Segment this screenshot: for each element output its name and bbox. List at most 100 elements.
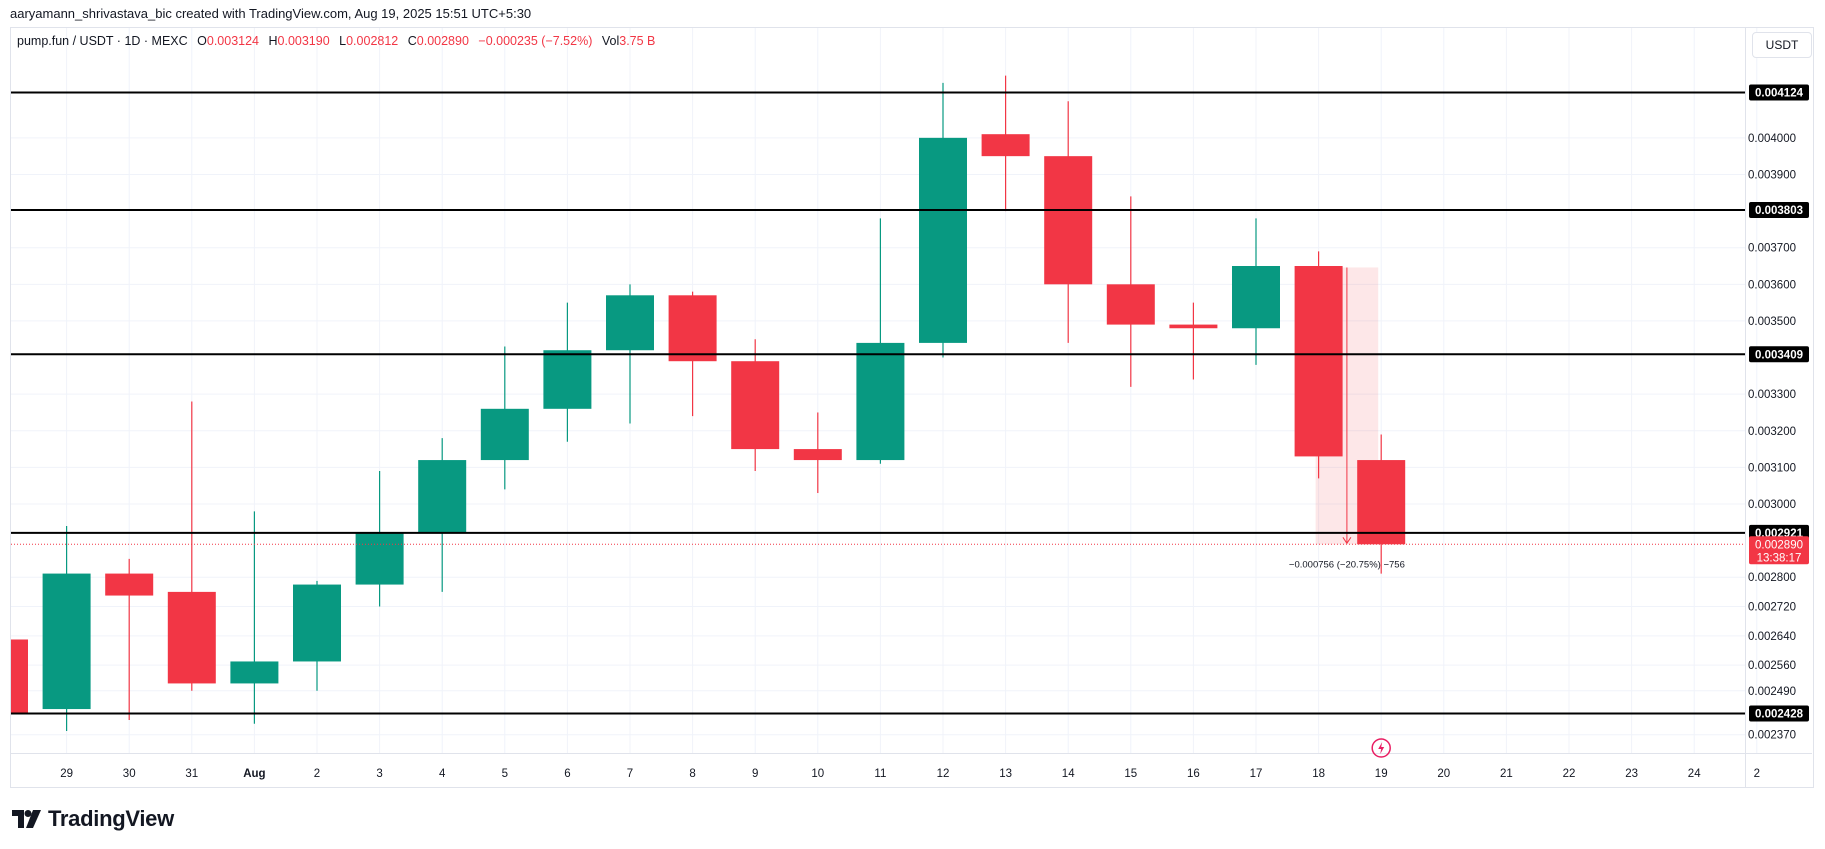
price-tick-label: 0.003600 — [1748, 279, 1796, 291]
close-key: C — [407, 34, 417, 48]
candle[interactable] — [1232, 218, 1280, 365]
time-tick-label: 18 — [1312, 768, 1325, 780]
price-tick-label: 0.003500 — [1748, 316, 1796, 328]
time-tick-label: 14 — [1062, 768, 1075, 780]
symbol-name[interactable]: pump.fun / USDT · 1D · MEXC — [17, 34, 188, 48]
currency-button[interactable]: USDT — [1752, 32, 1812, 58]
open-value: 0.003124 — [206, 34, 260, 48]
price-tick-label: 0.002560 — [1748, 660, 1796, 672]
time-tick-label: 13 — [999, 768, 1012, 780]
candle-body — [543, 350, 592, 409]
tradingview-logo[interactable]: TradingView — [12, 806, 174, 832]
price-tick-label: 0.003200 — [1748, 426, 1796, 438]
candle[interactable] — [731, 339, 780, 472]
candle-body — [11, 639, 28, 713]
price-tick-label: 0.003900 — [1748, 169, 1796, 181]
candle[interactable] — [543, 302, 592, 442]
candle[interactable] — [480, 346, 529, 490]
time-tick-label: 7 — [627, 768, 633, 780]
level-price-badge — [1749, 346, 1809, 363]
candle-body — [418, 460, 467, 534]
candle[interactable] — [668, 291, 717, 417]
high-value: 0.003190 — [277, 34, 330, 48]
bar-countdown-label: 13:38:17 — [1757, 552, 1802, 564]
time-tick-label: 30 — [123, 768, 136, 780]
tradingview-logo-icon — [12, 810, 41, 828]
time-tick-label: 24 — [1688, 768, 1701, 780]
candle[interactable] — [793, 412, 842, 494]
time-tick-label: 3 — [376, 768, 382, 780]
time-tick-label: 22 — [1563, 768, 1576, 780]
candle-body — [668, 295, 717, 362]
time-tick-label: 5 — [502, 768, 508, 780]
candle[interactable] — [1169, 302, 1218, 380]
time-tick-label: 20 — [1437, 768, 1450, 780]
volume-key: Vol — [601, 34, 620, 48]
candle-body — [105, 573, 154, 596]
level-price-label: 0.004124 — [1755, 87, 1804, 99]
level-price-label: 0.003409 — [1755, 349, 1803, 361]
candle[interactable] — [1294, 251, 1343, 479]
candle-body — [293, 584, 341, 662]
candle-body — [793, 449, 842, 461]
chart-frame — [10, 27, 1814, 788]
time-tick-label: 15 — [1124, 768, 1137, 780]
candle[interactable] — [856, 218, 905, 464]
price-tick-label: 0.003300 — [1748, 389, 1796, 401]
price-tick-label: 0.002800 — [1748, 572, 1796, 584]
lightning-bolt-glyph — [1378, 742, 1385, 754]
candle[interactable] — [1357, 434, 1406, 574]
time-tick-label: 4 — [439, 768, 446, 780]
volume-value: 3.75 B — [619, 34, 656, 48]
candle[interactable] — [919, 82, 967, 358]
time-tick-label: 17 — [1250, 768, 1263, 780]
price-tick-label: 0.004000 — [1748, 133, 1796, 145]
candle[interactable] — [418, 438, 467, 592]
candle-body — [1294, 266, 1343, 457]
time-tick-label: 19 — [1375, 768, 1388, 780]
candle-body — [606, 295, 654, 351]
chart-attribution: aaryamann_shrivastava_bic created with T… — [10, 6, 532, 21]
candle[interactable] — [293, 580, 341, 691]
price-tick-label: 0.003700 — [1748, 243, 1796, 255]
measure-arrow-head — [1342, 537, 1352, 545]
high-key: H — [268, 34, 278, 48]
candle[interactable] — [167, 401, 216, 691]
time-tick-label: 2 — [314, 768, 320, 780]
measure-label: −0.000756 (−20.75%) −756 — [1289, 559, 1405, 570]
candle-body — [42, 573, 91, 710]
level-price-label: 0.003803 — [1755, 205, 1803, 217]
candle[interactable] — [0, 639, 28, 713]
low-value: 0.002812 — [346, 34, 399, 48]
price-tick-label: 0.003100 — [1748, 462, 1796, 474]
candlestick-chart[interactable]: −0.000756 (−20.75%) −756 0.002370 0.002490… — [0, 0, 1825, 800]
candle-body — [1357, 460, 1406, 545]
time-tick-label: 31 — [185, 768, 198, 780]
time-tick-label: 12 — [937, 768, 950, 780]
close-value: 0.002890 — [416, 34, 469, 48]
price-tick-label: 0.002370 — [1748, 730, 1796, 742]
current-price-label: 0.002890 — [1755, 539, 1803, 551]
open-key: O — [197, 34, 207, 48]
current-price-badge — [1749, 536, 1809, 565]
candle-body — [1106, 284, 1155, 325]
price-tick-label: 0.002490 — [1748, 686, 1796, 698]
candle[interactable] — [230, 511, 279, 724]
candle[interactable] — [355, 471, 404, 607]
candle[interactable] — [105, 558, 154, 721]
time-tick-label: Aug — [243, 768, 265, 780]
price-tick-label: 0.003000 — [1748, 499, 1796, 511]
candle-body — [1044, 156, 1093, 285]
candle[interactable] — [42, 525, 91, 732]
level-price-label: 0.002428 — [1755, 708, 1804, 720]
level-price-badge — [1749, 705, 1809, 722]
candle[interactable] — [1106, 196, 1155, 387]
candle-body — [480, 408, 529, 461]
candle-body — [355, 533, 404, 585]
candle[interactable] — [1044, 101, 1093, 343]
time-tick-label: 23 — [1625, 768, 1638, 780]
candle-body — [1169, 324, 1218, 329]
candle[interactable] — [981, 75, 1030, 212]
time-tick-label: 21 — [1500, 768, 1513, 780]
candle-body — [981, 134, 1030, 157]
